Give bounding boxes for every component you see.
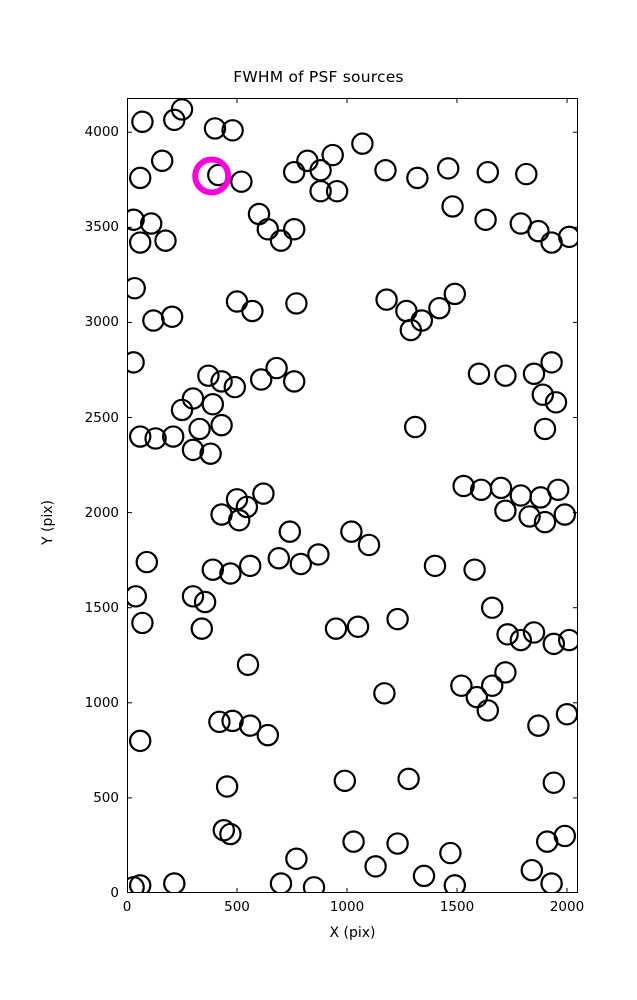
highlighted-marker	[192, 156, 232, 196]
x-tick-label: 1000	[329, 899, 365, 915]
plot-axes	[127, 98, 578, 893]
data-points	[127, 98, 578, 893]
y-tick-label: 0	[110, 885, 119, 901]
y-tick-label: 4000	[84, 124, 119, 141]
x-tick-label: 1500	[439, 899, 475, 915]
x-tick-label: 0	[122, 899, 132, 915]
scatter-canvas	[127, 98, 578, 893]
y-tick-label: 1000	[84, 694, 119, 711]
y-tick-label: 3000	[84, 314, 119, 331]
x-tick-label: 2000	[549, 899, 585, 915]
y-axis-label: Y (pix)	[40, 500, 56, 545]
y-tick-label: 1500	[84, 599, 119, 616]
y-tick-label: 2000	[84, 504, 119, 521]
x-tick-label: 500	[224, 899, 250, 915]
y-tick-label: 3500	[84, 219, 119, 236]
y-tick-label: 2500	[84, 409, 119, 426]
axes-frame	[127, 98, 578, 893]
y-tick-label: 500	[93, 789, 119, 806]
x-axis-label: X (pix)	[329, 925, 376, 941]
page-title: FWHM of PSF sources	[233, 68, 404, 86]
